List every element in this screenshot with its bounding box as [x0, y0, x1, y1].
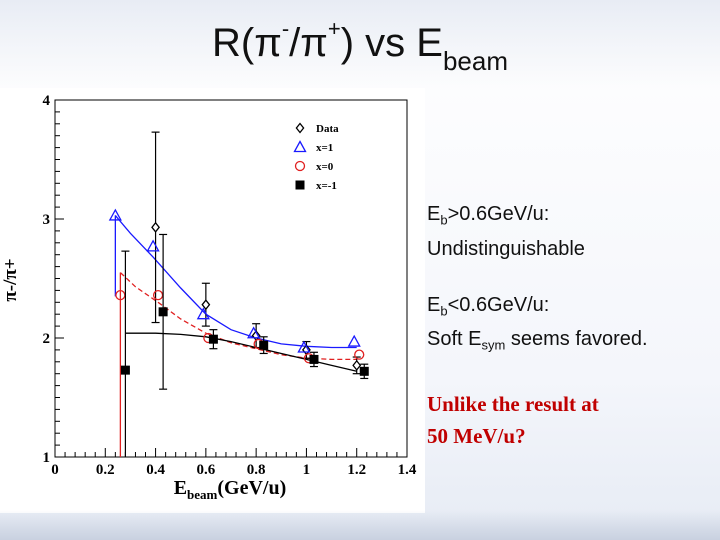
- bullet1-e: E: [427, 203, 441, 225]
- x-axis-label: Ebeam(GeV/u): [174, 477, 287, 502]
- x-axis-label-sub: beam: [187, 487, 218, 502]
- bullet2-line2-sub: sym: [481, 337, 506, 353]
- x1-marker-triangle: [247, 326, 261, 339]
- title-sup-minus: -: [281, 16, 290, 41]
- x1-marker-triangle: [146, 239, 160, 252]
- bullet1-sub: b: [440, 212, 448, 228]
- bullet2-line2-pre: Soft E: [427, 328, 482, 351]
- chart-legend: Data x=1 x=0 x=-1: [293, 122, 339, 192]
- y-tick-label: 2: [43, 331, 51, 347]
- x1-marker-triangle: [297, 340, 311, 353]
- model-curve: [125, 332, 357, 372]
- bullet-list: Eb>0.6GeV/u: Undistinguishable Eb<0.6GeV…: [427, 200, 717, 480]
- y-tick-label: 1: [43, 450, 51, 466]
- x-tick-label: 0: [51, 462, 59, 478]
- bullet-high-energy: Eb>0.6GeV/u: Undistinguishable: [427, 200, 717, 263]
- bullet1-rest: >0.6GeV/u:: [447, 203, 550, 225]
- legend-label: x=0: [316, 161, 334, 173]
- data-marker-diamond: [295, 122, 305, 134]
- slide-header-background: [0, 0, 720, 90]
- bullet2-e: E: [427, 293, 441, 316]
- x0-marker-circle: [354, 349, 365, 360]
- xm1-marker-square: [359, 366, 369, 376]
- data-marker-diamond: [201, 299, 211, 311]
- legend-label: x=1: [316, 142, 333, 154]
- xm1-marker-square: [120, 365, 130, 375]
- x-tick-label: 0.6: [196, 462, 215, 478]
- x1-marker-triangle: [347, 334, 361, 347]
- y-tick-label: 4: [43, 93, 51, 109]
- question-line2: 50 MeV/u?: [427, 423, 526, 448]
- bullet1-line2: Undistinguishable: [427, 237, 585, 260]
- xm1-marker-square: [309, 354, 319, 364]
- question-line1: Unlike the result at: [427, 391, 599, 416]
- y-axis-label: π-/π+: [0, 258, 21, 301]
- xm1-marker-square: [295, 180, 305, 190]
- question-note: Unlike the result at 50 MeV/u?: [427, 388, 717, 452]
- bullet2-rest: <0.6GeV/u:: [447, 293, 550, 316]
- data-points: [108, 131, 369, 457]
- y-tick-label: 3: [43, 212, 51, 228]
- x1-marker-triangle: [196, 307, 210, 320]
- xm1-marker-square: [208, 334, 218, 344]
- x-axis-label-unit: (GeV/u): [217, 477, 286, 499]
- title-sup-plus: +: [327, 16, 341, 41]
- legend-label: x=-1: [316, 180, 337, 192]
- data-marker-diamond: [151, 221, 161, 233]
- x-tick-label: 1.4: [398, 462, 417, 478]
- x-tick-label: 1.2: [347, 462, 366, 478]
- x-axis-label-e: E: [174, 477, 187, 499]
- model-curve: [114, 214, 357, 349]
- legend-label: Data: [316, 123, 339, 135]
- title-mid: /π: [289, 20, 328, 65]
- bullet2-sub: b: [440, 303, 448, 319]
- x1-marker-triangle: [293, 140, 307, 153]
- data-marker-diamond: [352, 359, 362, 371]
- title-end: ) vs E: [340, 20, 443, 65]
- title-sub-beam: beam: [442, 46, 508, 77]
- bullet2-line2-post: seems favored.: [505, 328, 648, 351]
- x-tick-label: 1: [303, 462, 311, 478]
- plot-panel: [0, 88, 425, 513]
- x0-marker-circle: [294, 160, 306, 172]
- xm1-marker-square: [259, 340, 269, 350]
- x-tick-label: 0.2: [96, 462, 115, 478]
- x1-marker-triangle: [108, 208, 122, 221]
- slide-footer-background: [0, 510, 720, 540]
- x-tick-label: 0.4: [146, 462, 165, 478]
- x-tick-label: 0.8: [247, 462, 266, 478]
- xm1-marker-square: [158, 307, 168, 317]
- title-main: R(π: [212, 20, 282, 65]
- slide-title: R(π-/π+) vs Ebeam: [0, 16, 720, 77]
- bullet-low-energy: Eb<0.6GeV/u: Soft Esym seems favored.: [427, 291, 717, 360]
